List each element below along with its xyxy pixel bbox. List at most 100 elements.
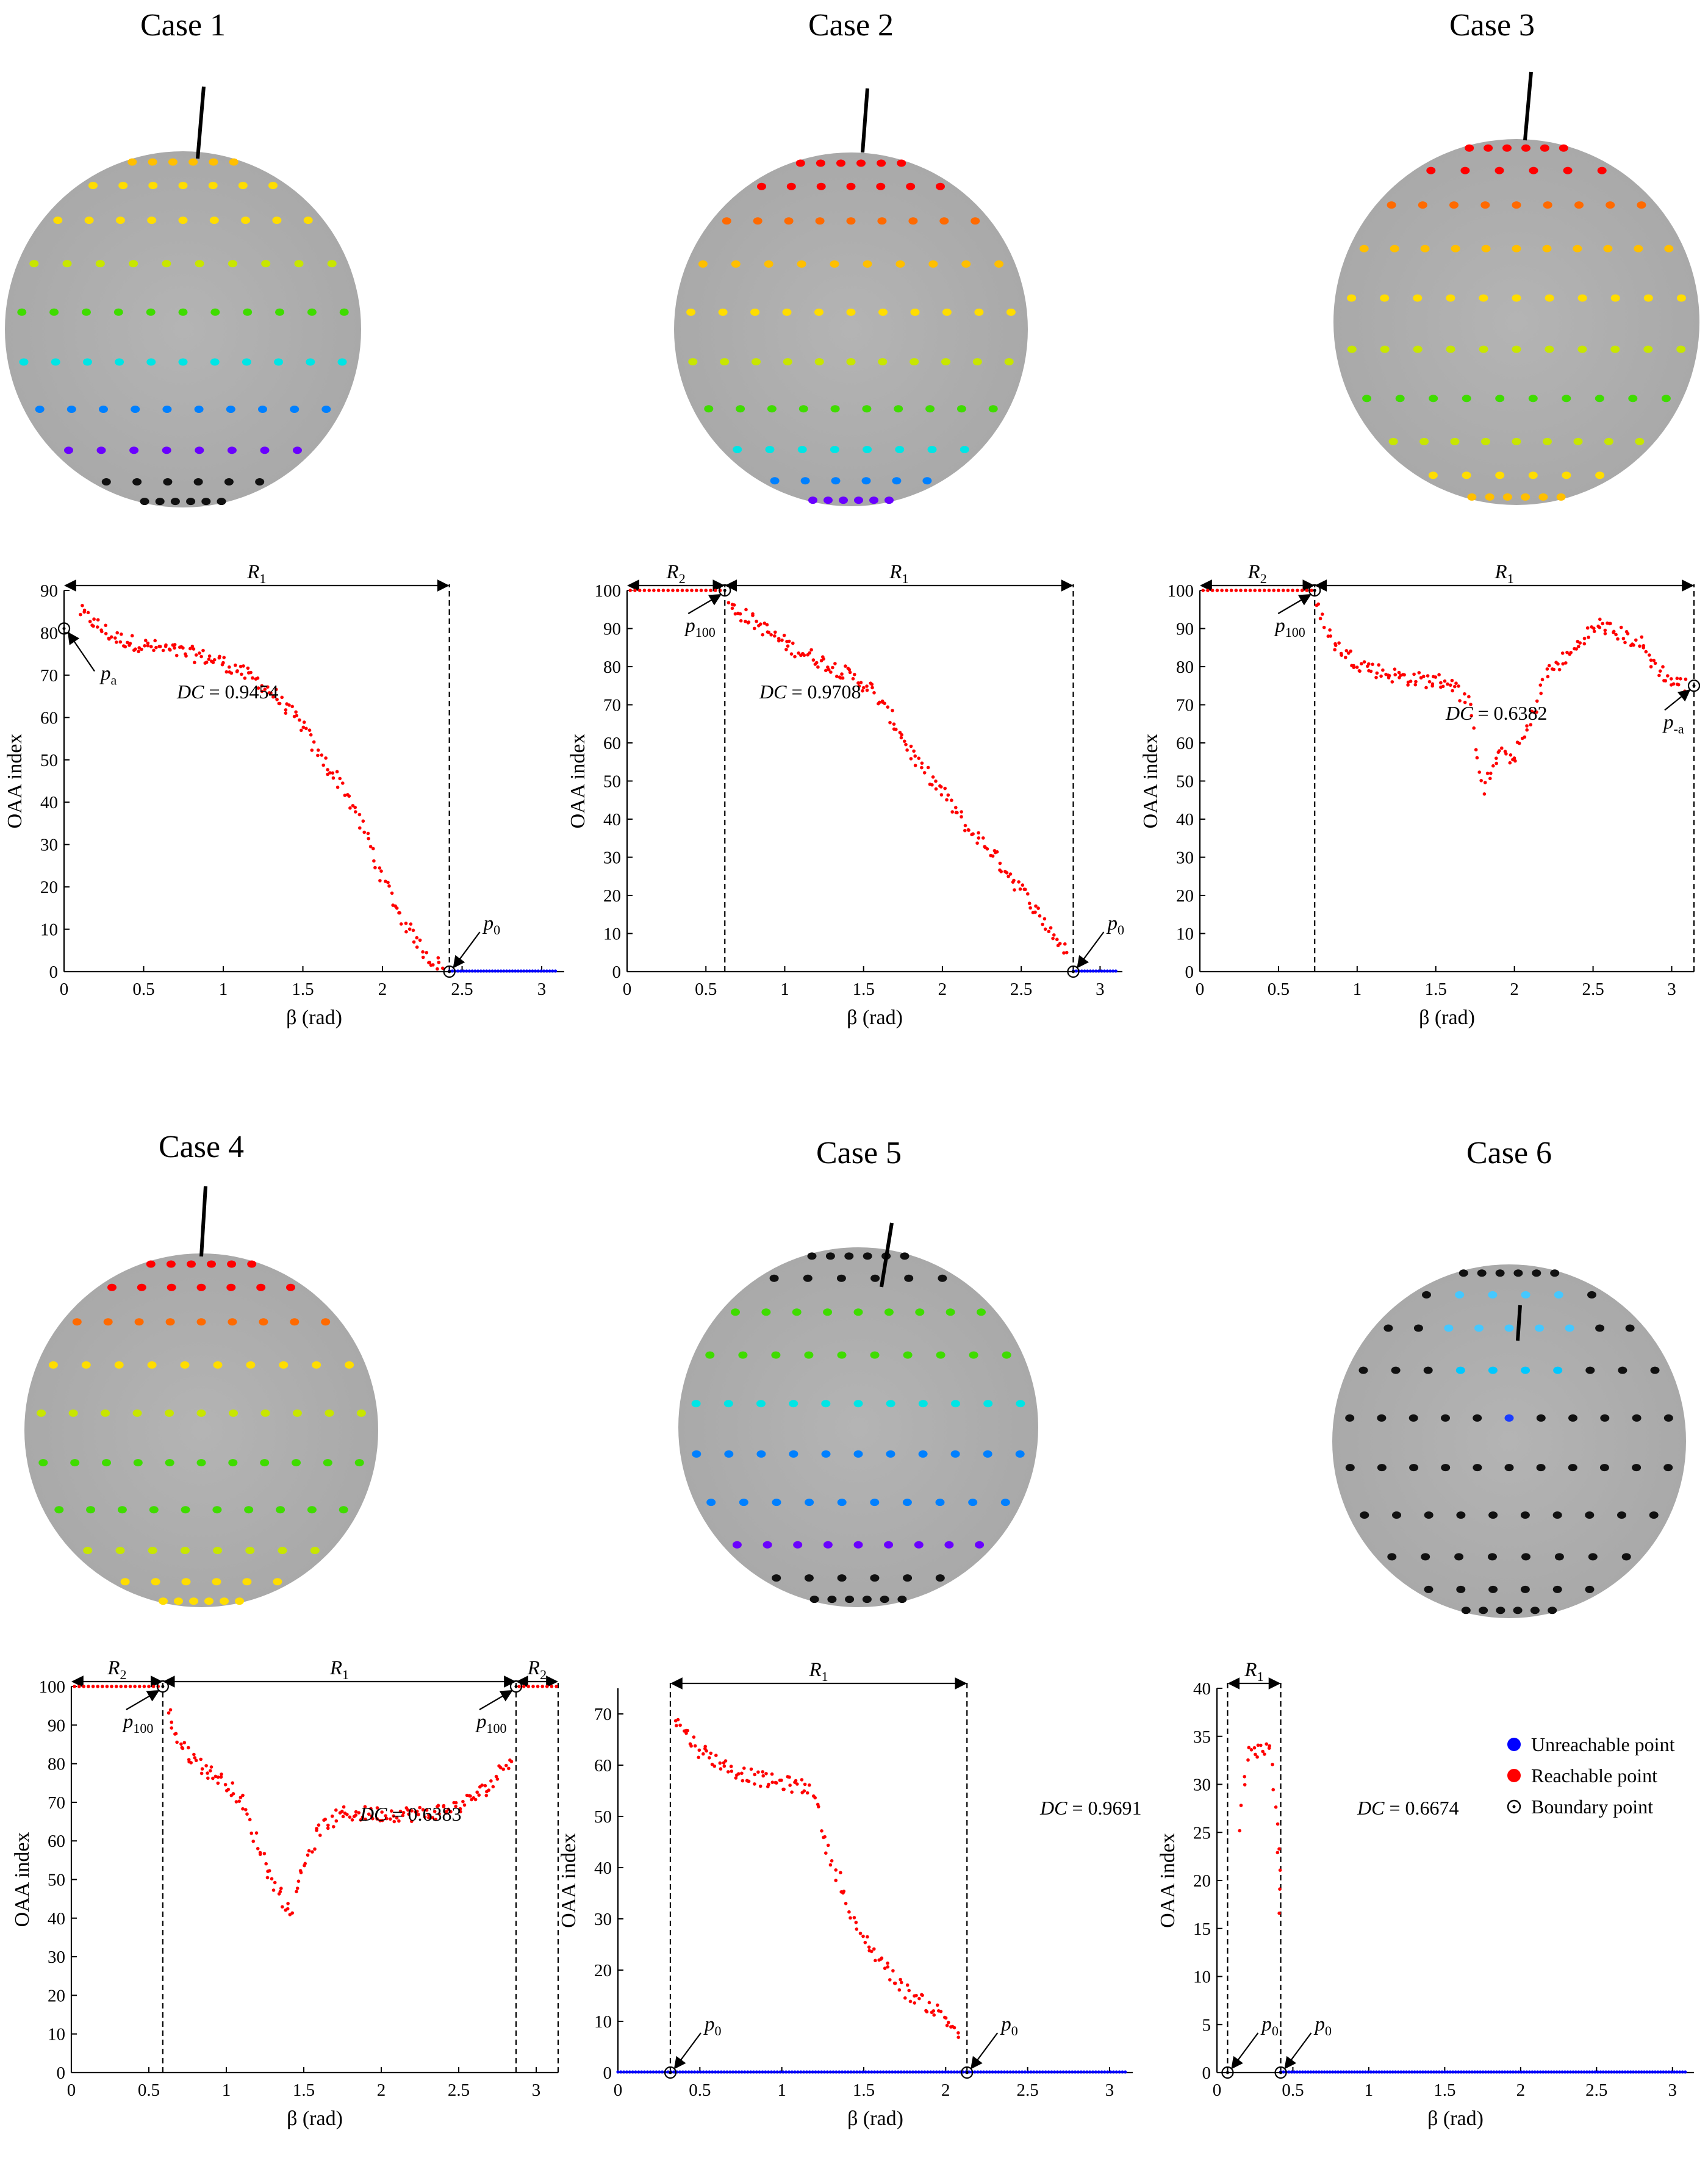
sphere-point: [1387, 201, 1396, 209]
sphere-point: [1521, 1366, 1530, 1374]
sphere-point: [147, 217, 157, 224]
y-tick-label: 40: [1193, 1679, 1211, 1699]
reachable-point: [1666, 674, 1670, 678]
unreachable-point: [1659, 2070, 1662, 2074]
reachable-point: [1485, 772, 1490, 775]
reachable-point: [229, 671, 234, 675]
reachable-point: [824, 1851, 828, 1855]
sphere-point: [977, 1308, 986, 1316]
dc-value: DC = 0.6382: [1445, 702, 1548, 724]
reachable-point: [931, 2009, 936, 2013]
reachable-point: [642, 589, 647, 592]
reachable-point: [295, 714, 299, 718]
unreachable-point: [1114, 969, 1118, 973]
reachable-point: [147, 1685, 151, 1688]
reachable-point: [173, 646, 176, 650]
reachable-point: [1498, 749, 1501, 753]
unreachable-point: [1593, 2070, 1597, 2074]
sphere-point: [1573, 245, 1582, 253]
reachable-point: [96, 1685, 99, 1688]
unreachable-point: [737, 2070, 741, 2074]
y-axis-label: OAA index: [567, 734, 589, 829]
reachable-point: [1417, 671, 1421, 675]
reachable-point: [922, 771, 927, 775]
unreachable-point: [1383, 2070, 1387, 2074]
unreachable-point: [690, 2070, 694, 2074]
reachable-point: [484, 1793, 489, 1797]
sphere-body: [5, 151, 361, 507]
sphere-point: [1621, 1553, 1631, 1561]
reachable-point: [1525, 728, 1529, 732]
unreachable-point: [1293, 2070, 1296, 2074]
reachable-point: [1679, 677, 1682, 681]
sphere-point: [856, 159, 866, 167]
unreachable-point: [1121, 2070, 1124, 2074]
sphere-point: [720, 358, 730, 366]
reachable-point: [734, 1776, 738, 1780]
legend-boundary-label: Boundary point: [1531, 1796, 1653, 1818]
sphere-point: [1588, 1553, 1598, 1561]
y-tick-label: 70: [594, 1705, 612, 1724]
sphere-point: [213, 1547, 223, 1554]
unreachable-point: [985, 2070, 989, 2074]
boundary-label: p100: [684, 615, 716, 640]
reachable-point: [216, 1775, 220, 1779]
reachable-point: [767, 1782, 770, 1786]
sphere-point: [863, 446, 872, 453]
dc-symbol: DC: [359, 1803, 387, 1825]
reachable-point: [842, 1890, 846, 1893]
y-axis-label: OAA index: [11, 1832, 34, 1927]
unreachable-point: [1511, 2070, 1515, 2074]
sphere-point: [81, 1361, 91, 1369]
sphere-point: [217, 498, 226, 506]
unreachable-point: [917, 2070, 920, 2074]
sphere-point: [935, 1574, 945, 1582]
unreachable-point: [884, 2070, 888, 2074]
sphere-point: [261, 260, 271, 268]
boundary-point-center: [1225, 2071, 1229, 2074]
sphere-point: [213, 1361, 223, 1369]
reachable-point: [1278, 1868, 1282, 1872]
reachable-point: [1517, 741, 1521, 745]
reachable-point: [977, 836, 981, 840]
reachable-point: [828, 1863, 833, 1867]
sphere-point: [1392, 1511, 1401, 1519]
reachable-point: [893, 1981, 897, 1985]
reachable-point: [934, 779, 938, 783]
reachable-point: [723, 1759, 728, 1763]
sphere-point: [877, 217, 887, 225]
unreachable-point: [696, 2070, 700, 2074]
reachable-point: [1684, 677, 1688, 681]
reachable-point: [1546, 675, 1550, 679]
sphere-point: [101, 1409, 110, 1417]
sphere-point: [1540, 144, 1549, 152]
reachable-point: [343, 794, 347, 797]
unreachable-point: [651, 2070, 655, 2074]
reachable-point: [1277, 1847, 1281, 1851]
unreachable-point: [796, 2070, 800, 2074]
unreachable-point: [1448, 2070, 1452, 2074]
sphere-point: [146, 358, 156, 366]
dc-value: DC = 0.9708: [759, 681, 861, 703]
reachable-point: [1626, 632, 1630, 636]
unreachable-point: [672, 2070, 676, 2074]
unreachable-point: [1648, 2070, 1651, 2074]
reachable-point: [340, 1810, 344, 1813]
reachable-point: [284, 711, 288, 715]
sphere-point: [290, 406, 300, 413]
sphere-point: [1004, 358, 1014, 366]
reachable-point: [761, 1774, 765, 1778]
x-tick-label: 2: [1510, 980, 1519, 999]
reachable-point: [1333, 648, 1337, 651]
unreachable-point: [1322, 2070, 1326, 2074]
y-tick-label: 100: [1168, 581, 1194, 601]
y-axis-label: OAA index: [1139, 734, 1162, 829]
boundary-label-main: p: [1106, 912, 1118, 934]
sphere-point: [837, 1499, 847, 1507]
reachable-point: [946, 793, 950, 797]
reachable-point: [1049, 926, 1053, 930]
reachable-point: [1406, 683, 1410, 687]
reachable-point: [459, 1810, 462, 1814]
sphere-point: [994, 260, 1004, 268]
reachable-point: [666, 589, 670, 592]
